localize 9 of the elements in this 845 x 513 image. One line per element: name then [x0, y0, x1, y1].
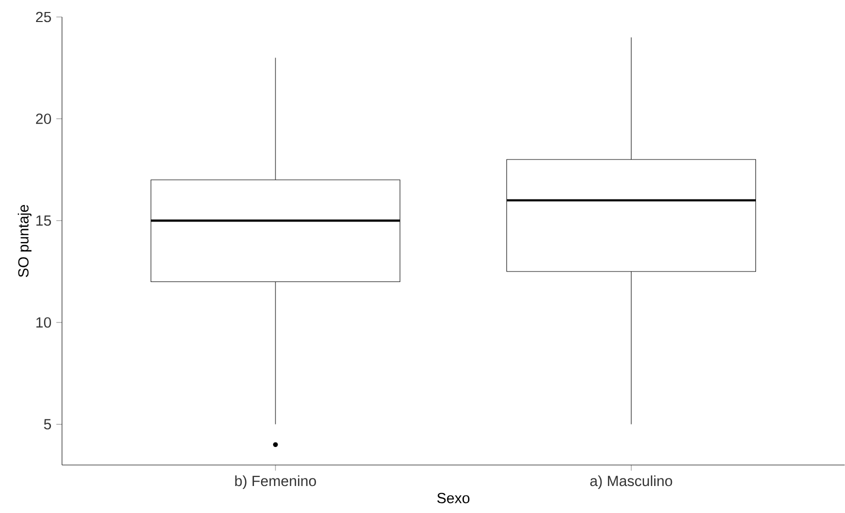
y-tick-label: 10 [36, 317, 52, 328]
y-tick-label: 20 [36, 114, 52, 124]
x-tick-label: a) Masculino [590, 475, 672, 490]
y-tick-label: 15 [36, 216, 51, 226]
y-tick-label: 5 [44, 419, 51, 430]
x-axis-title: Sexo [437, 492, 470, 504]
y-tick-label: 25 [36, 12, 51, 22]
y-axis-title: SO puntaje [18, 204, 32, 278]
x-tick-label: b) Femenino [235, 475, 316, 490]
